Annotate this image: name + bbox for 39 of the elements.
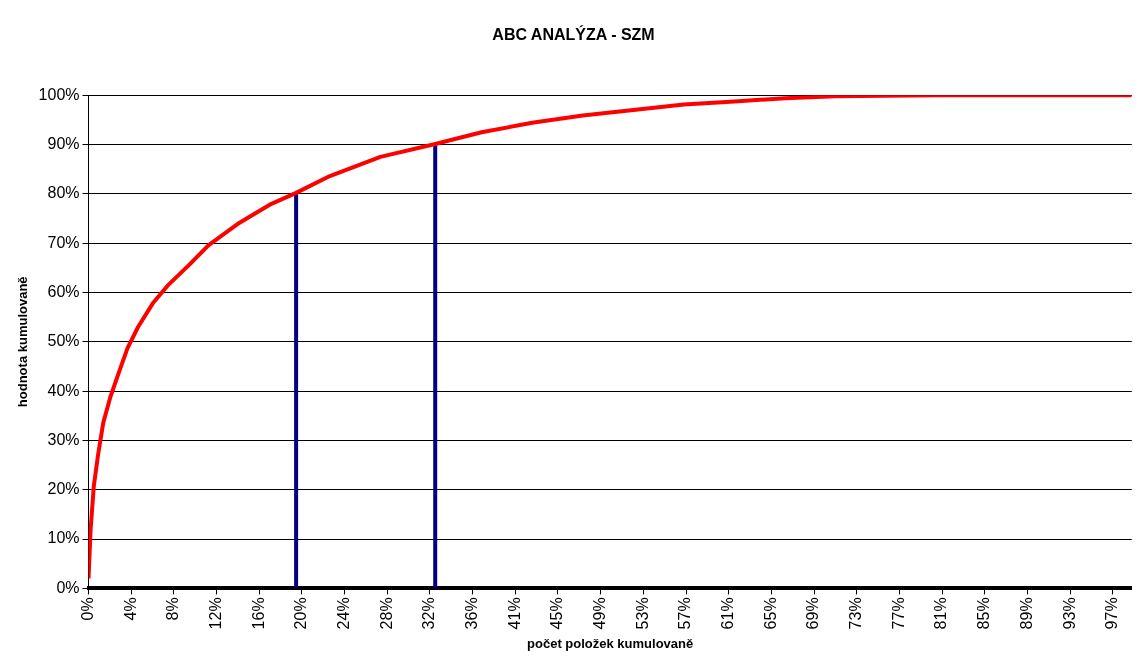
x-tick-label: 69%: [804, 597, 822, 630]
x-tick-label: 73%: [847, 597, 865, 630]
y-tick-label: 40%: [47, 381, 80, 399]
x-tick-label: 93%: [1060, 597, 1078, 630]
x-tick-label: 20%: [292, 597, 310, 630]
y-tick-label: 90%: [47, 134, 80, 152]
y-tick-label: 60%: [47, 282, 80, 300]
x-tick-label: 12%: [206, 597, 224, 630]
x-tick-label: 8%: [164, 597, 182, 621]
y-tick-label: 50%: [47, 332, 80, 350]
x-tick-label: 77%: [889, 597, 907, 630]
x-tick-label: 49%: [591, 597, 609, 630]
x-tick-label: 41%: [505, 597, 523, 630]
x-tick-label: 16%: [249, 597, 267, 630]
x-tick-label: 97%: [1103, 597, 1121, 630]
x-axis-title: počet položek kumulovaně: [527, 635, 694, 651]
x-tick-label: 24%: [335, 597, 352, 630]
x-tick-label: 53%: [633, 597, 651, 630]
chart-title: ABC ANALÝZA - SZM: [492, 25, 655, 44]
x-tick-label: 28%: [377, 597, 395, 630]
y-tick-label: 10%: [47, 529, 80, 547]
x-tick-label: 4%: [121, 597, 139, 621]
x-tick-label: 61%: [719, 597, 737, 630]
x-tick-label: 85%: [975, 597, 993, 630]
y-tick-label: 80%: [47, 184, 80, 202]
y-tick-label: 30%: [47, 430, 80, 448]
y-tick-label: 70%: [47, 233, 80, 251]
x-tick-label: 36%: [463, 597, 481, 630]
y-tick-label: 20%: [47, 480, 80, 498]
y-tick-label: 0%: [56, 578, 80, 596]
x-tick-label: 32%: [420, 597, 438, 630]
y-tick-label: 100%: [38, 85, 80, 103]
x-tick-label: 45%: [548, 597, 566, 630]
x-tick-label: 65%: [761, 597, 779, 630]
x-tick-label: 89%: [1017, 597, 1035, 630]
x-tick-label: 57%: [676, 597, 694, 630]
x-tick-label: 0%: [78, 597, 96, 621]
x-tick-label: 81%: [932, 597, 950, 630]
y-axis-title: hodnota kumulovaně: [15, 276, 31, 408]
